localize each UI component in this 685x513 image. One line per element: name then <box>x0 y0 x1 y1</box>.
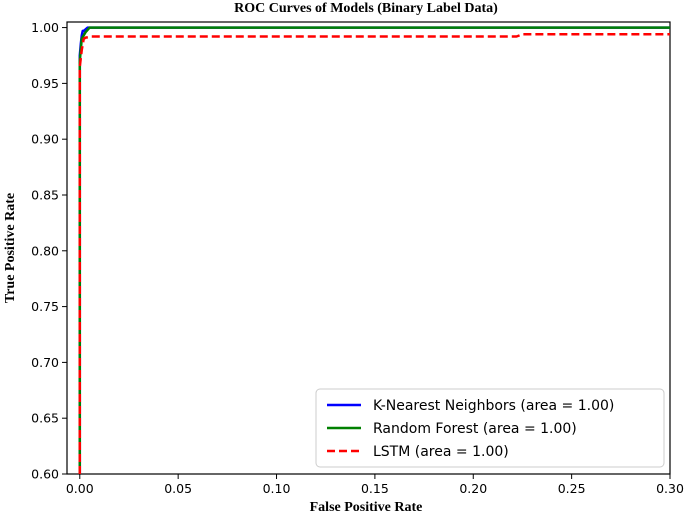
legend-label: LSTM (area = 1.00) <box>373 444 509 460</box>
y-tick-label: 0.85 <box>31 187 59 202</box>
x-tick-label: 0.30 <box>656 481 684 496</box>
x-tick-label: 0.05 <box>164 481 192 496</box>
legend-box <box>315 388 665 468</box>
y-tick-label: 0.60 <box>31 467 59 482</box>
series-line-3 <box>78 33 670 474</box>
x-tick-label: 0.20 <box>459 481 487 496</box>
x-tick-label: 0.25 <box>558 481 586 496</box>
legend: K-Nearest Neighbors (area = 1.00) Random … <box>315 388 665 468</box>
y-tick-label: 0.65 <box>31 411 59 426</box>
chart-title: ROC Curves of Models (Binary Label Data) <box>234 1 498 16</box>
y-tick-label: 0.90 <box>31 132 59 147</box>
y-axis-ticks: 0.60 0.65 0.70 0.75 0.80 0.85 0.90 0.95 1.00 <box>31 20 67 482</box>
x-tick-label: 0.00 <box>66 481 94 496</box>
series-layer <box>78 26 670 474</box>
y-tick-label: 1.00 <box>31 20 59 35</box>
series-line-2 <box>78 26 670 474</box>
legend-label: Random Forest (area = 1.00) <box>373 421 577 437</box>
y-tick-label: 0.80 <box>31 243 59 258</box>
legend-label: K-Nearest Neighbors (area = 1.00) <box>373 398 614 414</box>
x-axis-label: False Positive Rate <box>310 500 423 513</box>
y-tick-label: 0.75 <box>31 299 59 314</box>
y-axis-label: True Positive Rate <box>3 193 18 303</box>
x-axis-ticks: 0.00 0.05 0.10 0.15 0.20 0.25 0.30 <box>66 474 684 496</box>
y-tick-label: 0.70 <box>31 355 59 370</box>
x-tick-label: 0.15 <box>361 481 389 496</box>
legend-items: K-Nearest Neighbors (area = 1.00) Random … <box>327 398 614 460</box>
y-tick-label: 0.95 <box>31 76 59 91</box>
x-tick-label: 0.10 <box>263 481 291 496</box>
plot-area-frame <box>66 21 671 475</box>
